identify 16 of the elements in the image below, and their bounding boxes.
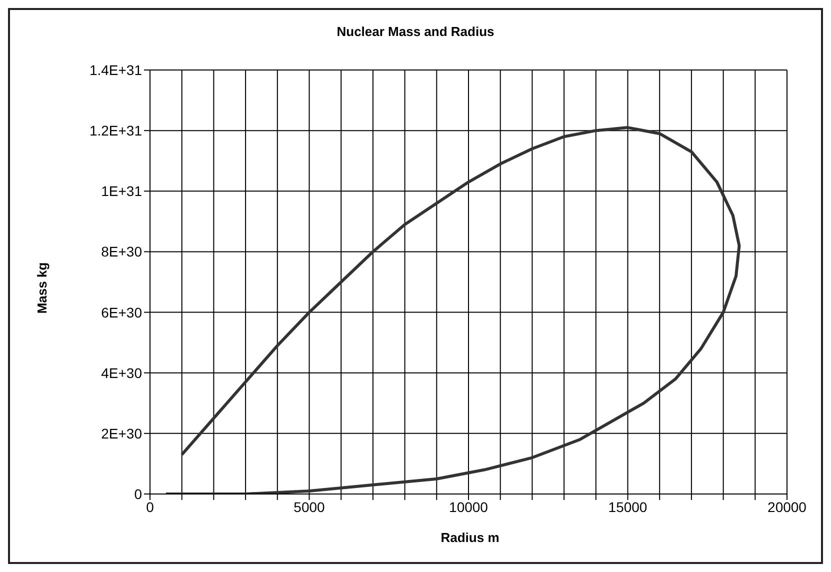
y-tick-label: 2E+30 bbox=[101, 425, 142, 442]
y-tick-label: 6E+30 bbox=[101, 304, 142, 320]
y-tick-label: 1.2E+31 bbox=[89, 122, 142, 139]
y-tick-label: 0 bbox=[134, 486, 142, 502]
x-tick-label: 0 bbox=[146, 498, 154, 515]
x-axis-title: Radius m bbox=[440, 530, 500, 545]
x-tick-label: 10000 bbox=[449, 498, 488, 515]
x-tick-label: 20000 bbox=[768, 498, 807, 515]
x-tick-label: 15000 bbox=[608, 498, 648, 515]
y-tick-label: 1.4E+31 bbox=[89, 62, 142, 78]
x-tick-label: 5000 bbox=[294, 498, 326, 515]
chart-title: Nuclear Mass and Radius bbox=[336, 24, 496, 39]
y-tick-label: 8E+30 bbox=[101, 244, 142, 260]
y-tick-label: 4E+30 bbox=[101, 364, 142, 381]
y-tick-label: 1E+31 bbox=[101, 183, 142, 200]
y-axis-title: Mass kg bbox=[34, 262, 50, 314]
